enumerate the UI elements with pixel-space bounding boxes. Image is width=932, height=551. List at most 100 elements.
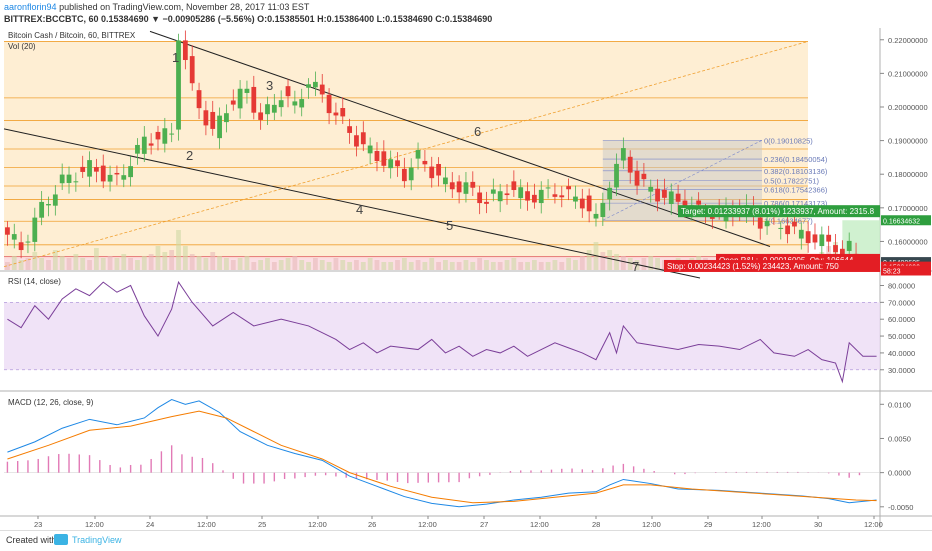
volume-bar bbox=[52, 250, 58, 270]
candle-body bbox=[627, 156, 633, 173]
rsi-line bbox=[7, 280, 877, 384]
volume-bar bbox=[333, 258, 339, 270]
candle-body bbox=[333, 112, 339, 116]
candle-body bbox=[52, 194, 58, 206]
wave-label: 1 bbox=[172, 50, 179, 65]
candle-body bbox=[312, 81, 318, 88]
volume-bar bbox=[258, 260, 264, 270]
published-text: published on TradingView.com, November 2… bbox=[59, 2, 310, 12]
created-with-text: Created with bbox=[6, 535, 57, 545]
price-tick-label: 0.17000000 bbox=[888, 204, 928, 213]
volume-bar bbox=[600, 252, 606, 270]
candle-body bbox=[812, 234, 818, 243]
volume-bar bbox=[135, 260, 140, 270]
volume-bar bbox=[518, 262, 524, 270]
volume-bar bbox=[278, 260, 284, 270]
volume-bar bbox=[477, 258, 483, 270]
candle-body bbox=[607, 187, 613, 200]
candle-body bbox=[778, 227, 784, 229]
wave-label: 3 bbox=[266, 78, 273, 93]
main-pane-title: Bitcoin Cash / Bitcoin, 60, BITTREX bbox=[8, 31, 136, 40]
macd-tick-label: 0.0000 bbox=[888, 469, 911, 478]
candle-body bbox=[538, 189, 544, 204]
candle-body bbox=[552, 194, 558, 197]
volume-bar bbox=[18, 260, 24, 270]
candle-body bbox=[436, 163, 441, 176]
candle-body bbox=[5, 227, 10, 235]
candle-body bbox=[93, 167, 99, 172]
volume-bar bbox=[415, 260, 421, 270]
candle-body bbox=[176, 40, 181, 130]
volume-bar bbox=[217, 256, 222, 270]
volume-bar bbox=[627, 258, 633, 270]
price-tick-label: 0.22000000 bbox=[888, 36, 928, 45]
volume-bar bbox=[271, 262, 277, 270]
fib-retracement-label: 0(0.19010825) bbox=[764, 136, 813, 145]
fib-retracement-label: 0.618(0.17542366) bbox=[764, 186, 828, 195]
volume-bar bbox=[566, 258, 572, 270]
candle-body bbox=[525, 191, 530, 201]
price-tick-label: 0.18000000 bbox=[888, 170, 928, 179]
rsi-tick-label: 60.0000 bbox=[888, 315, 915, 324]
candle-body bbox=[839, 248, 845, 258]
candle-body bbox=[634, 170, 640, 186]
candle-body bbox=[278, 100, 284, 108]
candle-body bbox=[292, 101, 298, 106]
volume-bar bbox=[449, 262, 455, 270]
candle-body bbox=[217, 115, 222, 139]
lower-channel-line bbox=[3, 128, 701, 279]
upper-channel-line bbox=[149, 30, 771, 247]
volume-bar bbox=[490, 262, 496, 270]
volume-bar bbox=[176, 230, 181, 270]
volume-bar bbox=[395, 260, 400, 270]
candle-body bbox=[490, 189, 496, 194]
volume-bar bbox=[244, 256, 250, 270]
candle-body bbox=[25, 241, 31, 243]
candle-body bbox=[258, 112, 264, 120]
volume-bar bbox=[573, 260, 578, 270]
candle-body bbox=[792, 221, 797, 227]
candle-body bbox=[114, 172, 120, 175]
price-tick-label: 0.16000000 bbox=[888, 237, 928, 246]
volume-bar bbox=[299, 260, 305, 270]
volume-title: Vol (20) bbox=[8, 42, 36, 51]
volume-bar bbox=[641, 258, 647, 270]
volume-bar bbox=[46, 260, 51, 270]
candle-body bbox=[559, 195, 565, 198]
rsi-band bbox=[4, 302, 880, 370]
candle-body bbox=[306, 84, 311, 88]
volume-bar bbox=[32, 252, 38, 270]
candle-body bbox=[73, 181, 79, 183]
candle-body bbox=[579, 198, 585, 209]
candle-body bbox=[59, 174, 65, 184]
price-tick-label: 0.21000000 bbox=[888, 69, 928, 78]
author-link[interactable]: aaronflorin94 bbox=[4, 2, 57, 12]
volume-bar bbox=[648, 256, 654, 270]
candle-body bbox=[443, 177, 448, 185]
candle-body bbox=[470, 181, 476, 188]
candle-body bbox=[381, 151, 387, 166]
volume-bar bbox=[388, 262, 394, 270]
candle-body bbox=[415, 150, 421, 159]
candle-body bbox=[518, 187, 524, 199]
volume-bar bbox=[100, 258, 106, 270]
price-tag bbox=[881, 215, 931, 226]
volume-bar bbox=[463, 260, 469, 270]
macd-tick-label: 0.0100 bbox=[888, 400, 911, 409]
volume-bar bbox=[230, 260, 236, 270]
volume-bar bbox=[531, 260, 537, 270]
volume-bar bbox=[579, 256, 585, 270]
candle-body bbox=[566, 186, 572, 190]
volume-bar bbox=[360, 262, 366, 270]
volume-bar bbox=[374, 260, 380, 270]
candle-body bbox=[456, 181, 462, 193]
volume-bar bbox=[128, 258, 134, 270]
rsi-tick-label: 70.0000 bbox=[888, 298, 915, 307]
candle-body bbox=[319, 84, 325, 95]
candle-body bbox=[340, 108, 346, 117]
volume-bar bbox=[5, 262, 10, 270]
candle-body bbox=[484, 201, 489, 204]
brand-text[interactable]: TradingView bbox=[72, 535, 122, 545]
time-tick-label: 12:00 bbox=[418, 520, 437, 529]
